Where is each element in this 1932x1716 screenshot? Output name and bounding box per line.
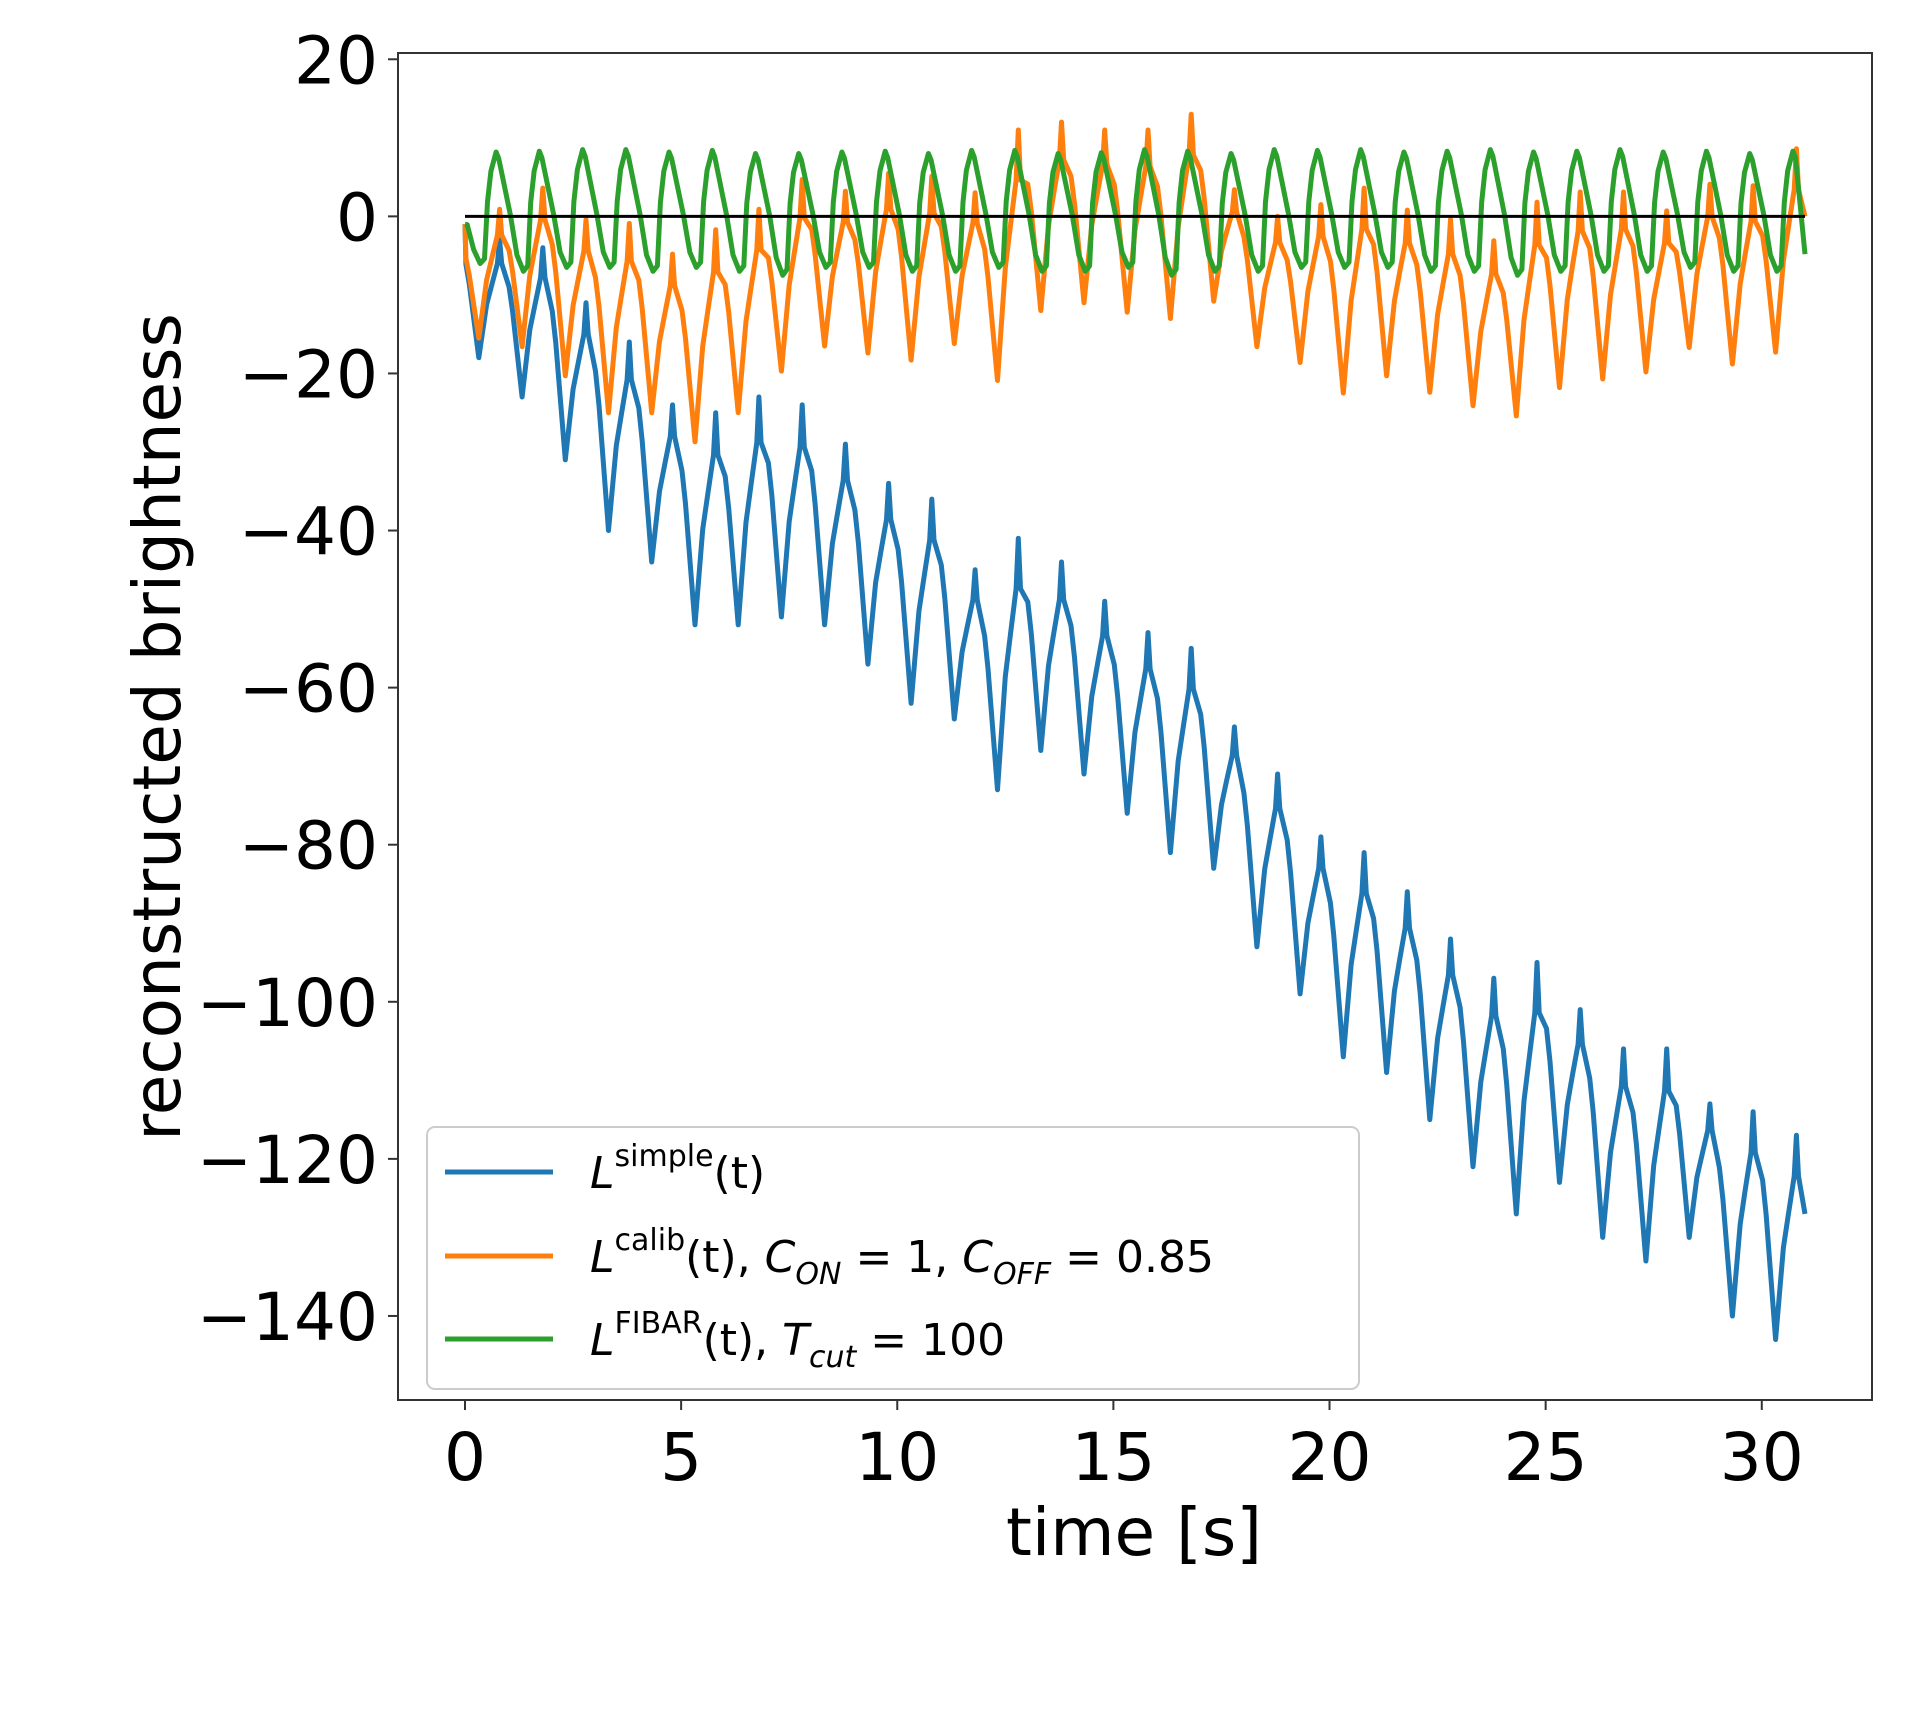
legend-label-calib-c1rest: = 1, bbox=[841, 1232, 962, 1283]
legend-label-simple-sup: simple bbox=[615, 1139, 714, 1174]
y-tick-label: −40 bbox=[239, 494, 378, 571]
legend-label-calib: Lcalib(t), CON = 1, COFF = 0.85 bbox=[590, 1223, 1214, 1292]
legend-label-calib-c2sub: OFF bbox=[993, 1257, 1052, 1292]
y-tick-label: −100 bbox=[197, 965, 378, 1042]
legend-label-calib-c1sub: ON bbox=[795, 1257, 841, 1292]
x-tick-label: 10 bbox=[855, 1419, 939, 1496]
legend-label-fibar-rest: (t), bbox=[703, 1315, 783, 1366]
legend-label-calib-rest: (t), bbox=[685, 1232, 765, 1283]
x-tick-label: 30 bbox=[1720, 1419, 1804, 1496]
y-axis-label: reconstructed brightness bbox=[119, 313, 196, 1141]
legend-label-calib-c2: C bbox=[962, 1232, 993, 1283]
legend-label-fibar: LFIBAR(t), Tcut = 100 bbox=[590, 1306, 1005, 1375]
legend-entry-fibar: LFIBAR(t), Tcut = 100 bbox=[445, 1306, 1005, 1375]
y-tick-label: −80 bbox=[239, 808, 378, 885]
legend-entry-calib: Lcalib(t), CON = 1, COFF = 0.85 bbox=[445, 1223, 1214, 1292]
y-tick-label: −60 bbox=[239, 651, 378, 728]
y-tick-label: −120 bbox=[197, 1122, 378, 1199]
legend-label-simple-rest: (t) bbox=[714, 1148, 766, 1199]
legend-frame bbox=[426, 1126, 1360, 1390]
y-tick-label: −20 bbox=[239, 336, 378, 413]
axes-frame bbox=[397, 52, 1873, 1401]
x-tick-label: 15 bbox=[1071, 1419, 1155, 1496]
legend-label-fibar-base: L bbox=[590, 1315, 615, 1366]
y-tick-label: 0 bbox=[336, 179, 378, 256]
legend-label-fibar-sup: FIBAR bbox=[615, 1306, 703, 1341]
legend-entry-simple: Lsimple(t) bbox=[445, 1139, 765, 1199]
series-line-simple bbox=[462, 224, 1808, 1342]
plot-area bbox=[397, 52, 1873, 1401]
legend: Lsimple(t) Lcalib(t), CON = 1, COFF = 0.… bbox=[426, 1126, 1360, 1390]
x-tick-label: 5 bbox=[660, 1419, 702, 1496]
y-tick-label: −140 bbox=[197, 1279, 378, 1356]
x-tick-label: 20 bbox=[1288, 1419, 1372, 1496]
y-tick-label: 20 bbox=[294, 22, 378, 99]
legend-label-calib-c1: C bbox=[765, 1232, 796, 1283]
x-tick-label: 25 bbox=[1504, 1419, 1588, 1496]
legend-label-fibar-c1rest: = 100 bbox=[856, 1315, 1005, 1366]
y-axis: 20 0 −20 −40 −60 −80 −100 −120 −140 bbox=[197, 22, 398, 1356]
legend-label-simple-base: L bbox=[590, 1148, 615, 1199]
legend-label-calib-c2rest: = 0.85 bbox=[1051, 1232, 1214, 1283]
x-axis-label: time [s] bbox=[1006, 1494, 1262, 1571]
series-line-fibar bbox=[464, 147, 1808, 278]
x-axis: 0 5 10 15 20 25 30 bbox=[444, 1400, 1804, 1496]
legend-label-fibar-c1sub: cut bbox=[809, 1340, 858, 1375]
legend-label-calib-sup: calib bbox=[615, 1223, 686, 1258]
legend-label-calib-base: L bbox=[590, 1232, 615, 1283]
legend-label-simple: Lsimple(t) bbox=[590, 1139, 765, 1199]
x-tick-label: 0 bbox=[444, 1419, 486, 1496]
series-layer bbox=[462, 111, 1808, 1342]
legend-label-fibar-c1: T bbox=[782, 1315, 812, 1366]
